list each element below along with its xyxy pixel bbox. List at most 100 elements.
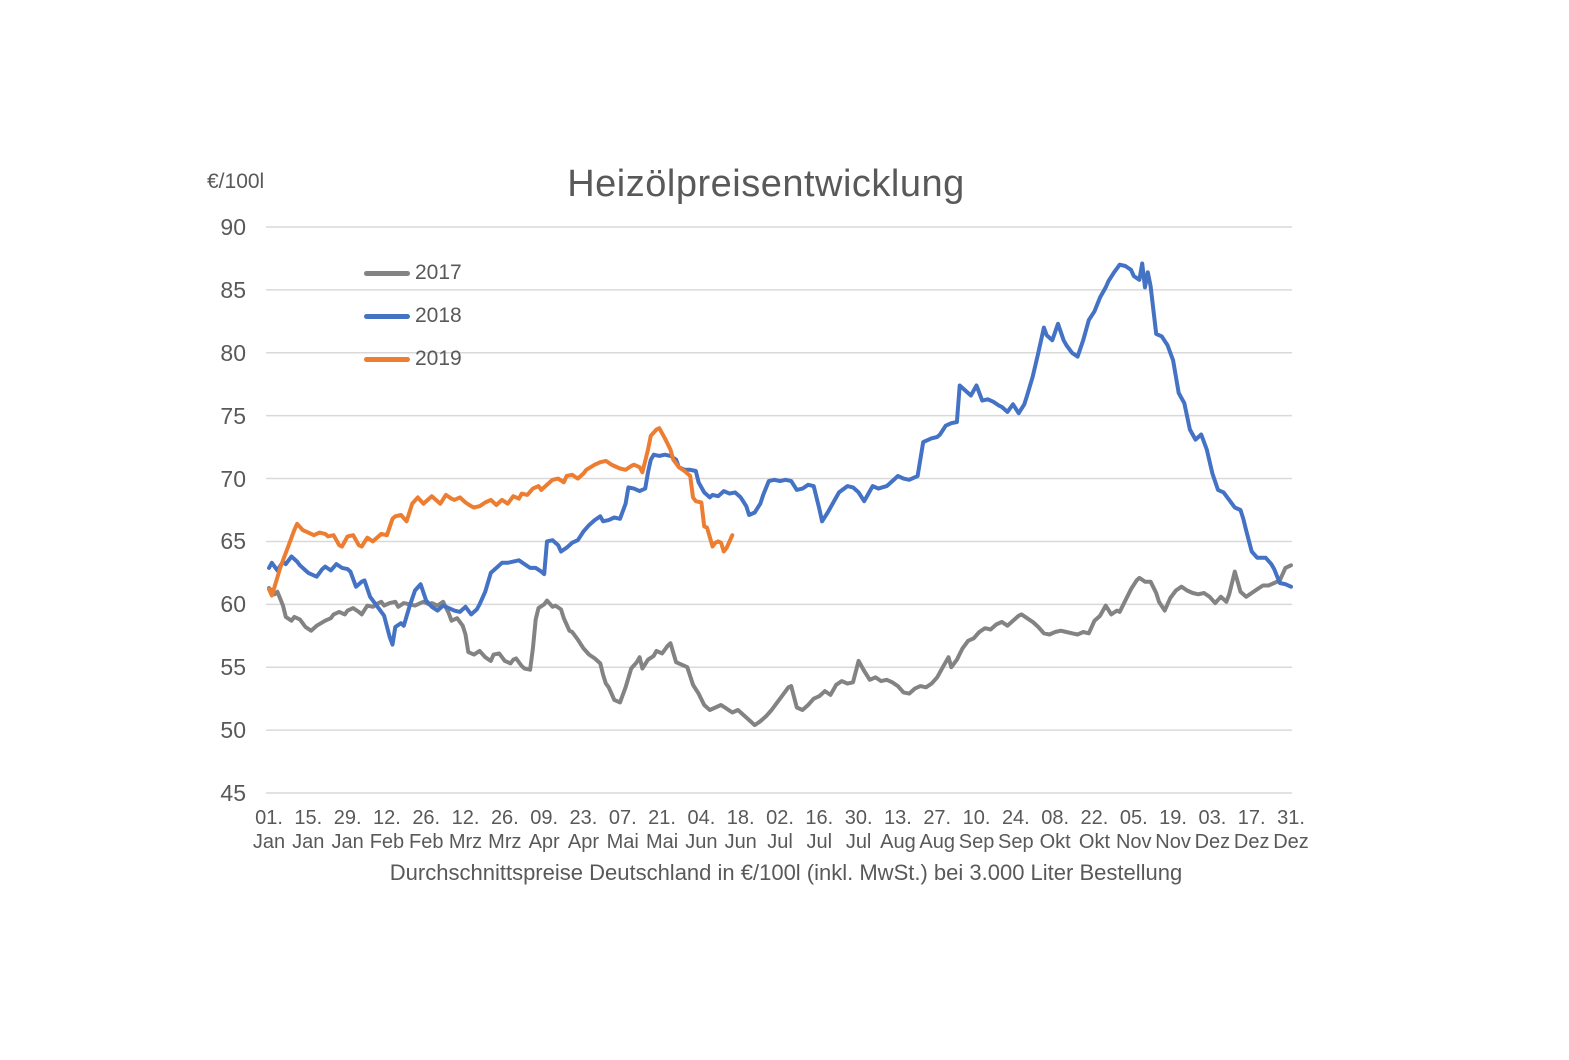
- y-axis-unit-label: €/100l: [207, 170, 265, 193]
- x-tick-day: 27.: [923, 807, 952, 829]
- series-line-2019: [267, 426, 735, 598]
- x-tick-label: 09. Apr: [513, 806, 575, 854]
- x-tick-day: 05.: [1119, 807, 1148, 829]
- x-tick-day: 12.: [373, 807, 401, 829]
- y-tick-label: 60: [220, 591, 246, 618]
- x-tick-day: 15.: [294, 807, 323, 829]
- y-tick-label: 85: [220, 276, 246, 303]
- x-tick-month: Dez: [1194, 831, 1231, 853]
- x-tick-month: Jul: [845, 831, 872, 853]
- x-tick-day: 31.: [1277, 807, 1305, 829]
- x-tick-month: Dez: [1233, 831, 1270, 853]
- x-tick-month: Jun: [724, 831, 757, 853]
- x-tick-label: 29. Jan: [317, 806, 379, 854]
- y-tick-label: 45: [220, 780, 246, 806]
- x-tick-day: 24.: [1001, 807, 1030, 829]
- x-tick-day: 08.: [1041, 807, 1070, 829]
- legend: 2017 2018 2019: [364, 260, 462, 389]
- x-tick-month: Jan: [252, 831, 286, 853]
- y-tick-label: 75: [220, 402, 246, 429]
- x-tick-label: 26. Feb: [395, 806, 457, 854]
- x-tick-day: 26.: [412, 807, 441, 829]
- x-tick-month: Sep: [958, 831, 995, 853]
- x-tick-month: Jul: [806, 831, 833, 853]
- y-tick-label: 55: [220, 654, 246, 681]
- x-tick-month: Jul: [767, 831, 793, 853]
- x-tick-month: Mrz: [488, 831, 522, 853]
- x-tick-month: Nov: [1115, 831, 1152, 853]
- x-tick-label: 08. Okt: [1024, 806, 1086, 854]
- x-tick-label: 12. Mrz: [435, 806, 497, 854]
- x-tick-month: Sep: [998, 831, 1034, 853]
- x-tick-month: Aug: [919, 831, 956, 853]
- y-tick-label: 80: [220, 339, 246, 366]
- x-tick-label: 24. Sep: [985, 806, 1047, 854]
- legend-swatch-2019-icon: [364, 356, 410, 362]
- x-tick-month: Apr: [528, 831, 560, 853]
- legend-swatch-2017-icon: [364, 270, 410, 276]
- x-tick-month: Jan: [292, 831, 325, 853]
- legend-label-2018: 2018: [415, 304, 462, 327]
- x-tick-day: 13.: [884, 807, 912, 829]
- y-tick-label: 50: [220, 717, 246, 744]
- x-tick-month: Mrz: [448, 831, 483, 853]
- x-tick-label: 03. Dez: [1181, 806, 1243, 854]
- x-tick-label: 07. Mai: [592, 806, 654, 854]
- legend-swatch-2018-icon: [364, 313, 410, 319]
- x-tick-label: 17. Dez: [1221, 806, 1283, 854]
- chart-caption: Durchschnittspreise Deutschland in €/100…: [389, 860, 1183, 885]
- chart-title: Heizölpreisentwicklung: [567, 163, 965, 205]
- x-tick-day: 12.: [451, 807, 480, 829]
- x-tick-day: 07.: [608, 807, 637, 829]
- y-tick-label: 65: [220, 528, 246, 555]
- x-tick-label: 05. Nov: [1103, 806, 1165, 854]
- x-tick-day: 16.: [805, 807, 834, 829]
- x-tick-month: Jun: [685, 831, 718, 853]
- x-tick-label: 01. Jan: [238, 806, 300, 854]
- x-tick-month: Mai: [606, 831, 639, 853]
- x-tick-month: Feb: [408, 831, 444, 853]
- x-tick-label: 04. Jun: [670, 806, 732, 854]
- x-tick-label: 02. Jul: [749, 806, 811, 854]
- x-tick-day: 22.: [1080, 807, 1109, 829]
- x-tick-label: 27. Aug: [906, 806, 968, 854]
- x-tick-label: 31. Dez: [1260, 806, 1322, 854]
- x-tick-day: 09.: [530, 807, 559, 829]
- x-tick-month: Aug: [880, 831, 916, 853]
- legend-item-2019: 2019: [364, 346, 462, 372]
- x-tick-month: Nov: [1155, 831, 1191, 853]
- x-tick-month: Apr: [567, 831, 600, 853]
- legend-label-2019: 2019: [415, 347, 462, 370]
- x-tick-month: Feb: [369, 831, 405, 853]
- x-tick-label: 13. Aug: [867, 806, 929, 854]
- x-tick-label: 18. Jun: [710, 806, 772, 854]
- x-tick-label: 26. Mrz: [474, 806, 536, 854]
- x-tick-month: Jan: [331, 831, 364, 853]
- x-tick-month: Okt: [1078, 831, 1111, 853]
- series-line-2018: [267, 261, 1293, 647]
- x-tick-day: 26.: [490, 807, 519, 829]
- x-tick-day: 23.: [569, 807, 598, 829]
- x-tick-day: 01.: [255, 807, 283, 829]
- x-tick-day: 21.: [648, 807, 676, 829]
- x-tick-label: 12. Feb: [356, 806, 418, 854]
- x-tick-label: 23. Apr: [552, 806, 614, 854]
- x-tick-day: 02.: [766, 807, 794, 829]
- x-tick-label: 16. Jul: [788, 806, 850, 854]
- x-tick-label: 21. Mai: [631, 806, 693, 854]
- x-tick-label: 22. Okt: [1063, 806, 1125, 854]
- x-tick-day: 19.: [1159, 807, 1187, 829]
- x-tick-day: 18.: [726, 807, 755, 829]
- x-tick-day: 03.: [1198, 807, 1227, 829]
- x-tick-label: 10. Sep: [946, 806, 1008, 854]
- legend-label-2017: 2017: [415, 261, 462, 284]
- x-tick-month: Mai: [645, 831, 679, 853]
- x-tick-day: 04.: [687, 807, 716, 829]
- y-tick-label: 90: [220, 214, 246, 240]
- y-tick-label: 70: [220, 465, 246, 492]
- x-tick-day: 10.: [962, 807, 991, 829]
- legend-item-2018: 2018: [364, 303, 462, 329]
- legend-item-2017: 2017: [364, 260, 462, 286]
